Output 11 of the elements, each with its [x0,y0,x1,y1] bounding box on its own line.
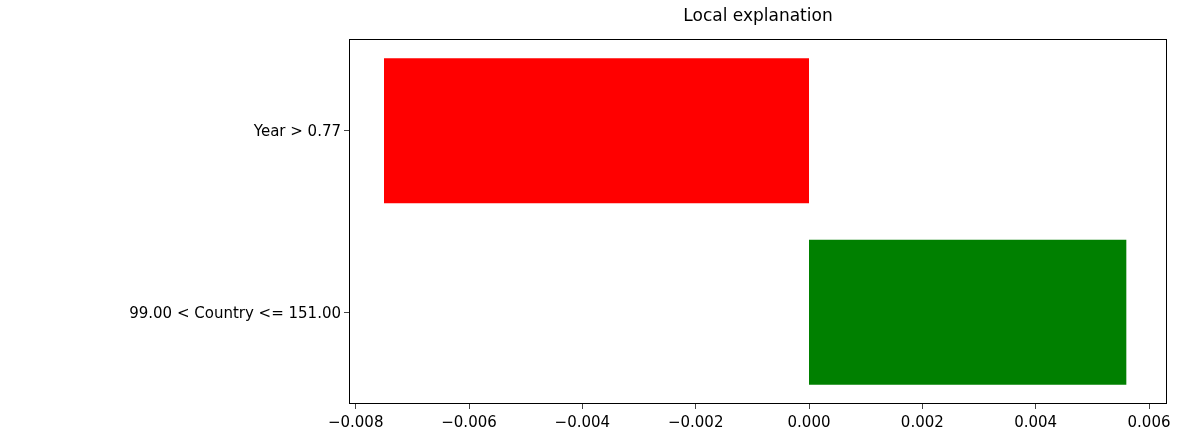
x-tick-label: 0.000 [787,413,831,431]
x-tick-label: −0.004 [554,413,611,431]
x-tick-label: −0.002 [667,413,724,431]
x-tick-label: 0.002 [900,413,944,431]
y-tick-label: Year > 0.77 [252,122,341,140]
x-tick-label: 0.004 [1014,413,1058,431]
x-tick-label: 0.006 [1127,413,1171,431]
x-tick-label: −0.008 [327,413,384,431]
x-tick-label: −0.006 [441,413,497,431]
y-tick-label: 99.00 < Country <= 151.00 [129,303,341,322]
chart-title: Local explanation [683,4,833,25]
